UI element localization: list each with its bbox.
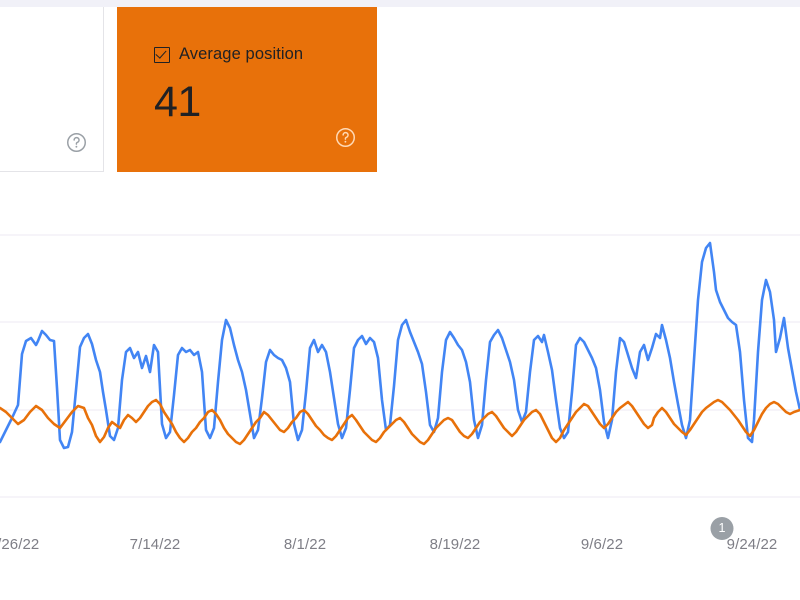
chart-x-tick-label: 8/19/22 (429, 536, 481, 553)
chart-x-tick-label: 8/1/22 (283, 536, 327, 553)
metric-card-ctr[interactable]: CTR (0, 7, 104, 172)
chart-annotation-badge[interactable]: 1 (710, 517, 734, 540)
chart-x-axis-labels: 6/26/22 7/14/22 8/1/22 8/19/22 9/6/22 9/24/22 (0, 536, 800, 566)
metric-cards-row: CTR Average position 41 (0, 7, 800, 173)
chart-series-group (0, 241, 800, 450)
help-circle-icon[interactable] (66, 132, 87, 153)
metric-card-average-position-label: Average position (179, 45, 304, 63)
chart-x-tick-label: 6/26/22 (0, 536, 40, 553)
performance-chart-canvas[interactable] (0, 173, 800, 600)
chart-gridlines (0, 234, 800, 498)
performance-chart[interactable]: 6/26/22 7/14/22 8/1/22 8/19/22 9/6/22 9/24/22… (0, 173, 800, 600)
page-top-strip (0, 0, 800, 7)
metric-card-average-position[interactable]: Average position 41 (117, 7, 377, 172)
metric-card-average-position-value: 41 (154, 78, 201, 126)
chart-series-impressions (0, 241, 800, 450)
chart-x-tick-label: 9/6/22 (580, 536, 624, 553)
chart-series-clicks (0, 398, 800, 446)
chart-x-tick-label: 9/24/22 (726, 536, 778, 553)
chart-x-tick-label: 7/14/22 (129, 536, 181, 553)
checkbox-checked-icon[interactable] (154, 46, 170, 63)
metric-card-average-position-head: Average position (118, 45, 303, 64)
help-circle-icon[interactable] (335, 127, 356, 148)
